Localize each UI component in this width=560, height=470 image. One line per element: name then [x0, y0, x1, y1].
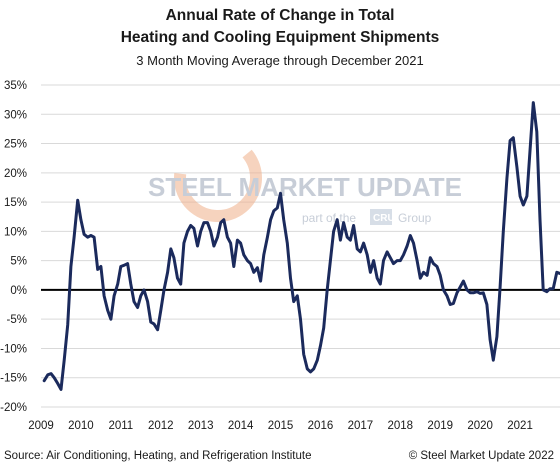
x-tick-label: 2010 [68, 420, 94, 432]
y-tick-label: 15% [4, 197, 27, 209]
y-tick-label: 0% [10, 285, 27, 297]
chart-subtitle: 3 Month Moving Average through December … [136, 53, 424, 68]
x-tick-label: 2015 [268, 420, 294, 432]
watermark-tagline-suffix: Group [398, 211, 432, 225]
x-tick-label: 2019 [427, 420, 453, 432]
y-tick-label: 30% [4, 109, 27, 121]
x-tick-label: 2013 [188, 420, 214, 432]
grid-lines [41, 84, 560, 408]
x-tick-label: 2018 [388, 420, 414, 432]
chart-title-line-1: Annual Rate of Change in Total [165, 7, 395, 24]
x-tick-label: 2021 [507, 420, 533, 432]
watermark-tagline-prefix: part of the [302, 211, 356, 225]
series-line-0 [42, 101, 560, 391]
x-tick-label: 2020 [467, 420, 493, 432]
watermark-brand: STEEL MARKET UPDATE [148, 172, 462, 202]
x-tick-label: 2012 [148, 420, 174, 432]
x-tick-label: 2016 [308, 420, 334, 432]
y-tick-label: -5% [7, 314, 27, 326]
chart-source: Source: Air Conditioning, Heating, and R… [4, 450, 312, 462]
y-tick-label: 5% [10, 256, 27, 268]
watermark-badge: CRU [373, 213, 395, 224]
x-tick-label: 2011 [108, 420, 133, 432]
y-tick-label: 20% [4, 168, 27, 180]
y-tick-label: -15% [0, 373, 27, 385]
y-tick-label: -20% [0, 402, 27, 414]
x-tick-label: 2014 [228, 420, 254, 432]
x-tick-label: 2009 [28, 420, 54, 432]
x-tick-label: 2017 [348, 420, 374, 432]
y-tick-label: -10% [0, 343, 27, 355]
chart-copyright: © Steel Market Update 2022 [408, 450, 554, 462]
y-tick-label: 10% [4, 226, 27, 238]
chart-title-line-2: Heating and Cooling Equipment Shipments [120, 29, 440, 46]
watermark-logo: STEEL MARKET UPDATE part of the CRU Grou… [148, 134, 462, 225]
y-tick-label: 35% [4, 80, 27, 92]
y-tick-label: 25% [4, 139, 27, 151]
